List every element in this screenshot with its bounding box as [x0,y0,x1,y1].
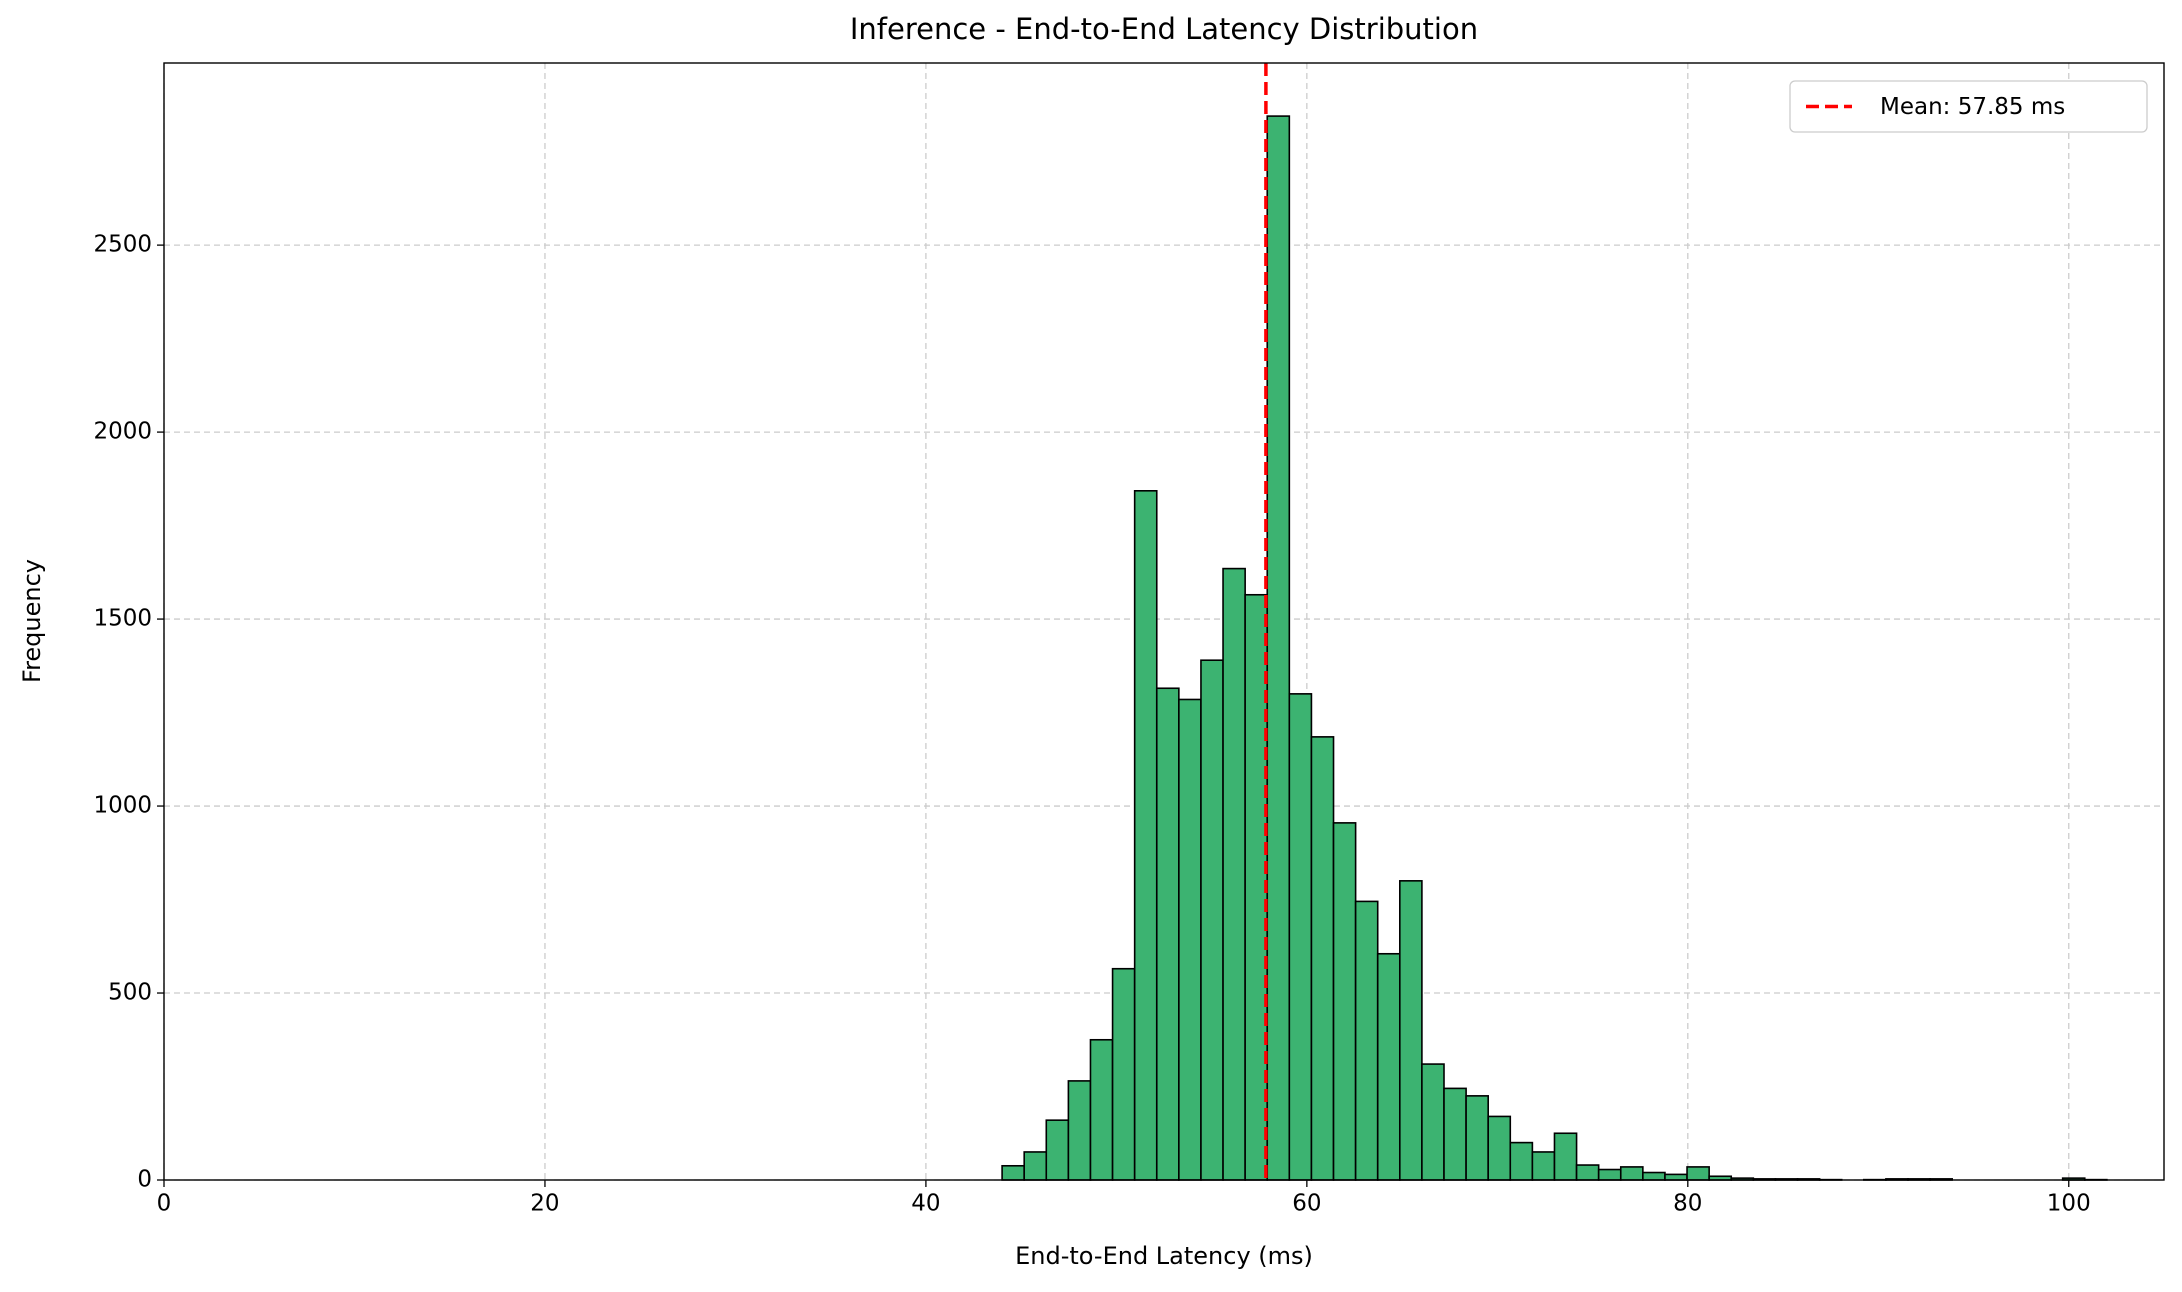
y-tick-label: 2500 [93,232,152,258]
chart-title: Inference - End-to-End Latency Distribut… [850,12,1478,46]
bar [1133,490,1158,1181]
x-tick-label: 0 [157,1191,172,1217]
bar [1089,1038,1114,1181]
x-tick-label: 20 [530,1191,559,1217]
bar [1222,567,1246,1181]
bar [1001,1164,1025,1181]
bar [1244,593,1269,1181]
bar [1575,1164,1600,1181]
bar [1487,1115,1512,1181]
bar [1354,900,1379,1181]
bar [1178,698,1202,1181]
bar [1023,1151,1048,1181]
bar [1111,967,1136,1181]
bar [1399,880,1423,1181]
x-tick-label: 100 [2047,1191,2091,1217]
bar [1531,1151,1556,1181]
bar [1597,1168,1622,1181]
y-tick-label: 2000 [93,419,152,445]
y-tick-label: 1000 [93,793,152,819]
bar [1421,1063,1445,1181]
y-axis-label: Frequency [18,559,46,683]
bar [1045,1119,1070,1181]
bar [1553,1132,1578,1181]
y-tick-label: 1500 [93,606,152,632]
y-tick-label: 500 [108,980,152,1006]
bar [1664,1173,1688,1181]
bar [1465,1095,1489,1181]
y-tick-label: 0 [137,1167,152,1193]
bar [1310,736,1335,1181]
bar [1443,1087,1467,1181]
legend-box [1789,80,2148,133]
bar [1619,1166,1644,1181]
bar [1376,952,1401,1181]
axes-frame [163,62,2165,1181]
x-tick-label: 40 [911,1191,940,1217]
x-tick-label: 80 [1673,1191,1702,1217]
bar [1266,115,1291,1181]
x-axis-label: End-to-End Latency (ms) [1015,1242,1313,1270]
bar [1686,1166,1710,1181]
bar [1509,1141,1534,1181]
bar [1155,687,1180,1181]
legend-label: Mean: 57.85 ms [1880,94,2065,120]
bar [1288,693,1313,1181]
bar [1067,1080,1092,1181]
x-tick-label: 60 [1292,1191,1321,1217]
bar [1642,1171,1666,1181]
bar [1332,822,1357,1181]
bar [1200,659,1224,1181]
